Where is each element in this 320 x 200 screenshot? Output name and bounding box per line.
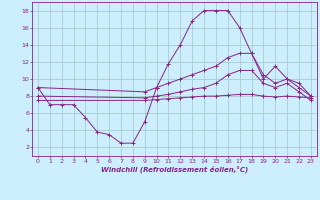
X-axis label: Windchill (Refroidissement éolien,°C): Windchill (Refroidissement éolien,°C) bbox=[101, 165, 248, 173]
